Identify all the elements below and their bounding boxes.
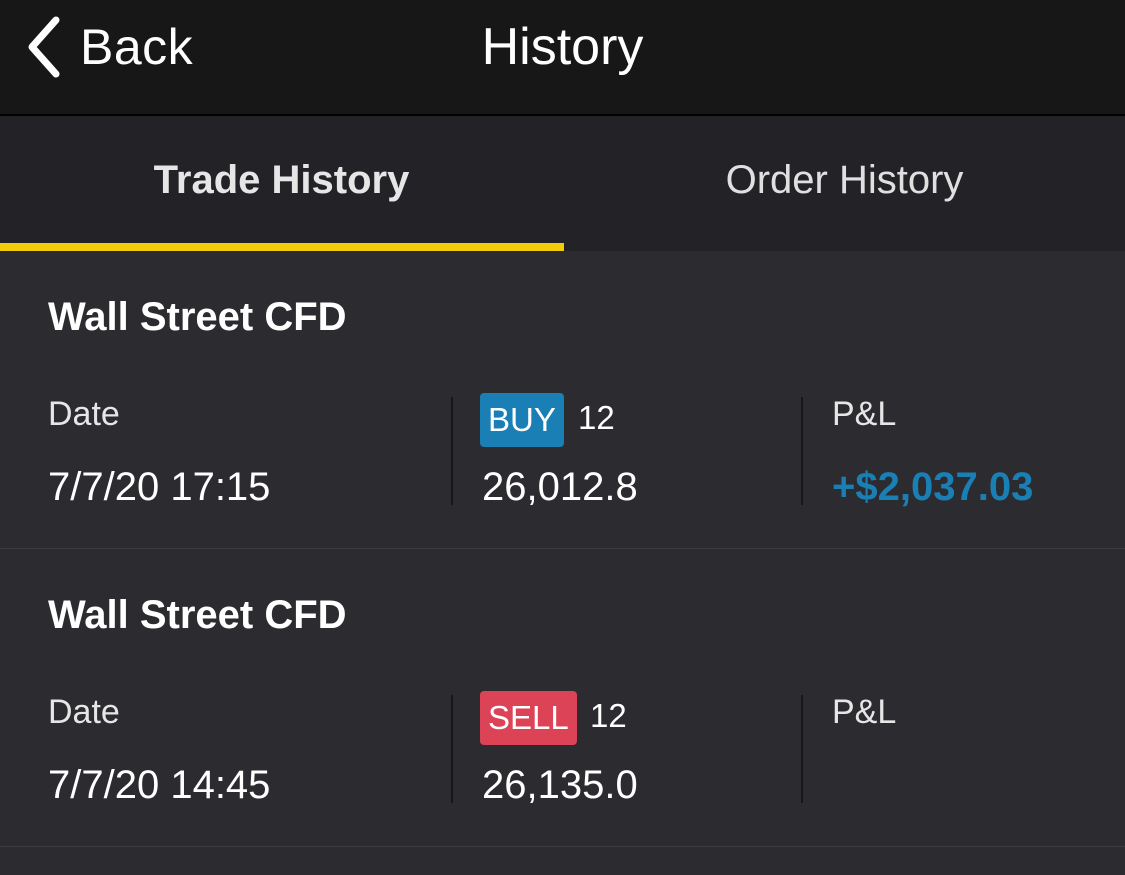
tab-trade-history[interactable]: Trade History — [0, 116, 563, 251]
page-title: History — [481, 18, 644, 76]
nav-bar: Back History — [0, 0, 1125, 116]
pl-label: P&L — [832, 395, 897, 433]
side-badge-buy: BUY — [480, 393, 564, 447]
instrument-name: Wall Street CFD — [48, 295, 347, 339]
column-divider — [801, 397, 803, 505]
chevron-left-icon — [24, 14, 62, 80]
tab-label: Order History — [725, 158, 964, 202]
pl-value: +$2,037.03 — [832, 465, 1034, 509]
tab-label: Trade History — [153, 158, 410, 202]
trade-price: 26,012.8 — [482, 465, 638, 509]
trade-quantity: 12 — [578, 399, 615, 436]
history-tabs: Trade History Order History — [0, 116, 1125, 251]
trade-date: 7/7/20 14:45 — [48, 763, 271, 807]
side-badge-sell: SELL — [480, 691, 577, 745]
tab-order-history[interactable]: Order History — [563, 116, 1125, 251]
trade-date: 7/7/20 17:15 — [48, 465, 271, 509]
trade-row[interactable]: Wall Street CFD Date 7/7/20 14:45 SELL 1… — [0, 549, 1125, 847]
trade-quantity: 12 — [590, 697, 627, 734]
trade-price: 26,135.0 — [482, 763, 638, 807]
pl-label: P&L — [832, 693, 897, 731]
active-tab-indicator — [0, 243, 564, 251]
column-divider — [801, 695, 803, 803]
trade-row[interactable]: Wall Street CFD Date 7/7/20 17:15 BUY 12… — [0, 251, 1125, 549]
column-divider — [451, 695, 453, 803]
date-label: Date — [48, 693, 120, 731]
date-label: Date — [48, 395, 120, 433]
back-label: Back — [80, 19, 194, 75]
column-divider — [451, 397, 453, 505]
instrument-name: Wall Street CFD — [48, 593, 347, 637]
back-button[interactable]: Back — [24, 14, 193, 80]
